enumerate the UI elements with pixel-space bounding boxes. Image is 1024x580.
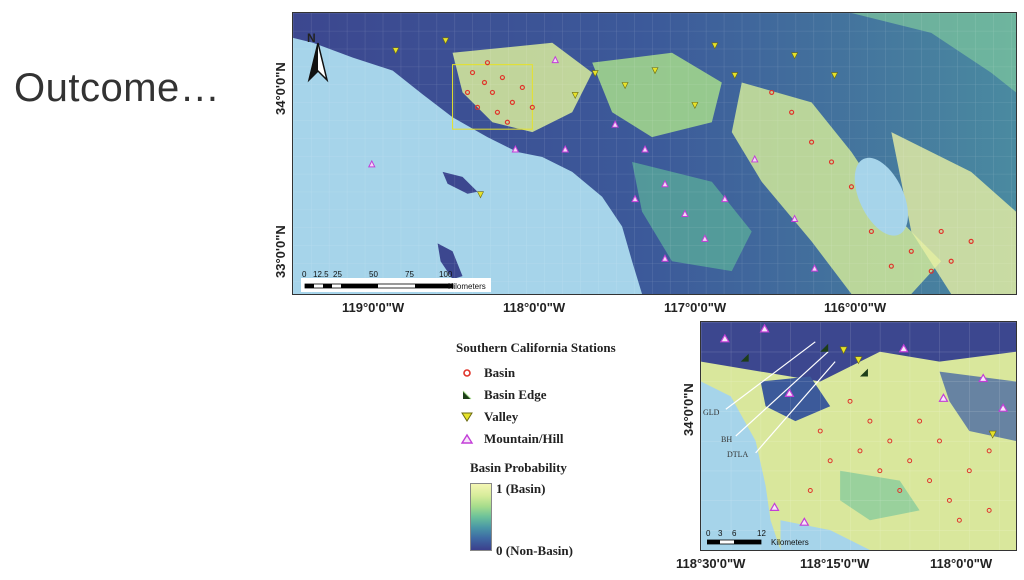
circle-icon [463, 369, 471, 377]
legend-item-basin-edge: Basin Edge [456, 384, 686, 406]
up-triangle-icon [460, 433, 474, 444]
inset-scale-0: 0 [706, 529, 711, 538]
north-label: N [307, 31, 316, 45]
inset-scale-12: 12 [757, 529, 766, 538]
probability-low-label: 0 (Non-Basin) [496, 543, 573, 558]
legend-label-mountain: Mountain/Hill [484, 431, 564, 446]
main-lon-117: 117°0'0"W [664, 300, 727, 315]
main-lon-116: 116°0'0"W [824, 300, 887, 315]
legend-item-mountain: Mountain/Hill [456, 428, 686, 450]
down-triangle-icon [461, 412, 473, 422]
main-lat-34: 34°0'0"N [273, 62, 288, 115]
slide-title: Outcome… [14, 66, 221, 110]
probability-high-label: 1 (Basin) [496, 481, 546, 496]
legend-label-basin-edge: Basin Edge [484, 387, 547, 402]
legend-label-basin: Basin [484, 365, 516, 380]
main-scale-50: 50 [369, 270, 378, 279]
main-lon-118: 118°0'0"W [503, 300, 566, 315]
north-arrow-icon [305, 35, 331, 85]
inset-lon-118-30: 118°30'0"W [676, 556, 746, 571]
inset-lat-34: 34°0'0"N [681, 383, 696, 436]
half-triangle-icon [462, 390, 472, 400]
main-lat-33: 33°0'0"N [273, 225, 288, 278]
main-scale-25: 25 [333, 270, 342, 279]
main-scale-0: 0 [302, 270, 307, 279]
legend-item-valley: Valley [456, 406, 686, 428]
main-scale-100: 100 [439, 270, 453, 279]
station-label-gld: GLD [703, 408, 720, 417]
main-map[interactable]: N 0 12.5 25 50 75 100 Kilometers [292, 12, 1017, 295]
inset-lon-118-15: 118°15'0"W [800, 556, 870, 571]
legend-title: Southern California Stations [456, 340, 616, 355]
main-scale-12-5: 12.5 [313, 270, 329, 279]
main-scale-75: 75 [405, 270, 414, 279]
legend-label-valley: Valley [484, 409, 519, 424]
inset-scale-6: 6 [732, 529, 737, 538]
inset-scale-unit: Kilometers [771, 538, 809, 547]
main-scale-bar [301, 278, 491, 292]
probability-colorbar [470, 483, 492, 551]
main-map-canvas [293, 13, 1016, 294]
main-lon-119: 119°0'0"W [342, 300, 405, 315]
main-scale-unit: Kilometers [448, 282, 486, 291]
station-legend: Southern California Stations Basin Basin… [456, 340, 686, 450]
inset-scale-3: 3 [718, 529, 723, 538]
inset-scale-bar [707, 538, 767, 546]
inset-map-canvas [701, 322, 1016, 550]
station-label-dtla: DTLA [727, 450, 749, 459]
station-label-bh: BH [721, 435, 733, 444]
legend-item-basin: Basin [456, 362, 686, 384]
inset-lon-118-0: 118°0'0"W [930, 556, 993, 571]
probability-title: Basin Probability [470, 460, 567, 475]
inset-map[interactable]: GLD BH DTLA 0 3 6 12 Kilometers [700, 321, 1017, 551]
